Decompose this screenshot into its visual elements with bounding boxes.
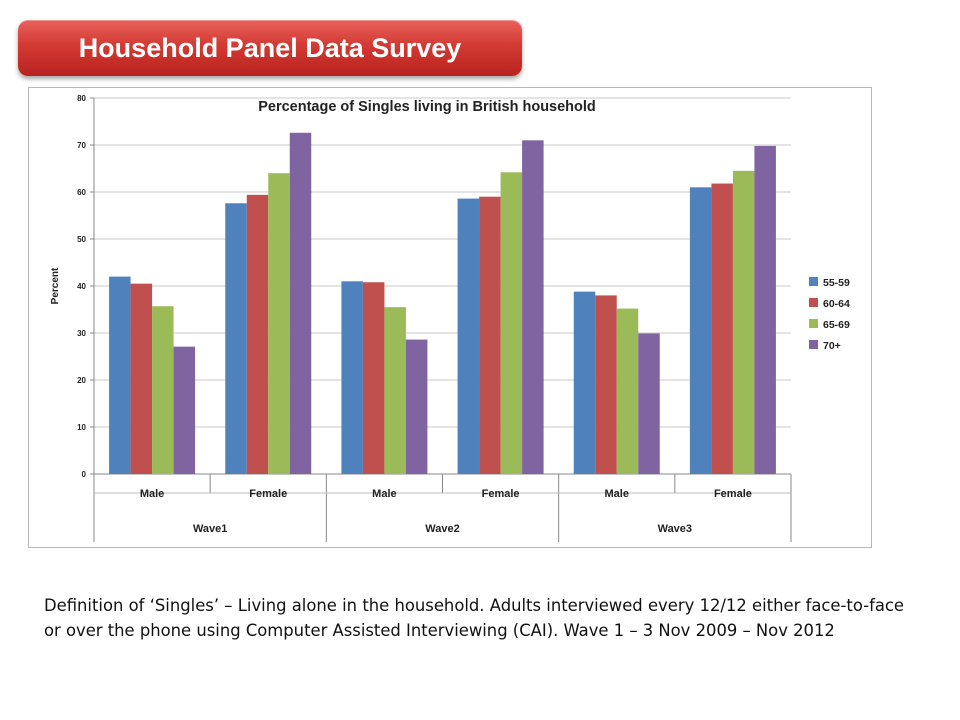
bar-70--3 (522, 140, 544, 475)
title-banner: Household Panel Data Survey (18, 20, 522, 76)
category-label: Male (372, 488, 396, 500)
bar-70--2 (405, 339, 428, 474)
legend-swatch (809, 319, 818, 328)
legend-label: 60-64 (823, 298, 850, 310)
y-tick-label: 50 (77, 235, 86, 244)
category-label: Female (249, 488, 287, 500)
bar-70--0 (173, 346, 196, 474)
bar-55-59-0 (109, 276, 131, 474)
bar-65-69-4 (616, 308, 639, 474)
bar-65-69-0 (152, 306, 174, 474)
bar-65-69-1 (268, 173, 290, 474)
chart-frame: 0 10 20 30 40 50 60 70 80 Percentage of Singles l… (28, 87, 872, 548)
legend-label: 70+ (823, 340, 841, 352)
y-tick-label: 80 (77, 94, 86, 103)
category-label: Male (140, 488, 164, 500)
bar-60-64-4 (595, 295, 617, 474)
y-tick-label: 20 (77, 376, 86, 385)
bar-65-69-5 (732, 170, 755, 474)
category-label: Female (714, 488, 752, 500)
bar-60-64-5 (711, 183, 733, 474)
bar-55-59-5 (689, 187, 712, 475)
y-axis-label: Percent (50, 267, 61, 304)
bar-55-59-4 (573, 291, 596, 474)
chart-title: Percentage of Singles living in British … (258, 99, 596, 115)
legend-label: 55-59 (823, 277, 850, 289)
bar-60-64-3 (479, 196, 501, 474)
slide-title: Household Panel Data Survey (78, 32, 462, 63)
group-label: Wave1 (193, 523, 227, 535)
y-tick-label: 30 (77, 329, 86, 338)
legend-swatch (809, 298, 818, 307)
y-tick-label: 70 (77, 141, 86, 150)
legend-swatch (809, 340, 818, 349)
category-label: Male (605, 488, 629, 500)
group-label: Wave3 (658, 523, 692, 535)
bar-70--1 (289, 132, 312, 474)
bar-chart: 0 10 20 30 40 50 60 70 80 Percentage of Singles l… (50, 94, 850, 542)
bar-60-64-0 (130, 283, 153, 474)
bar-65-69-3 (500, 172, 523, 474)
y-tick-label: 40 (77, 282, 86, 291)
group-label: Wave2 (425, 523, 459, 535)
definition-caption: Definition of ‘Singles’ – Living alone i… (44, 596, 904, 640)
y-tick-label: 10 (77, 423, 86, 432)
y-tick-label: 60 (77, 188, 86, 197)
bar-55-59-1 (225, 203, 247, 474)
category-label: Female (482, 488, 520, 500)
bar-60-64-2 (362, 282, 385, 474)
bar-65-69-2 (384, 307, 406, 474)
y-tick-label: 0 (82, 470, 87, 479)
legend-label: 65-69 (823, 319, 850, 331)
legend-swatch (809, 277, 818, 286)
bar-55-59-3 (457, 198, 480, 474)
bar-60-64-1 (246, 194, 269, 474)
bar-55-59-2 (341, 281, 363, 474)
bar-70--4 (638, 333, 660, 474)
bar-70--5 (754, 145, 776, 474)
